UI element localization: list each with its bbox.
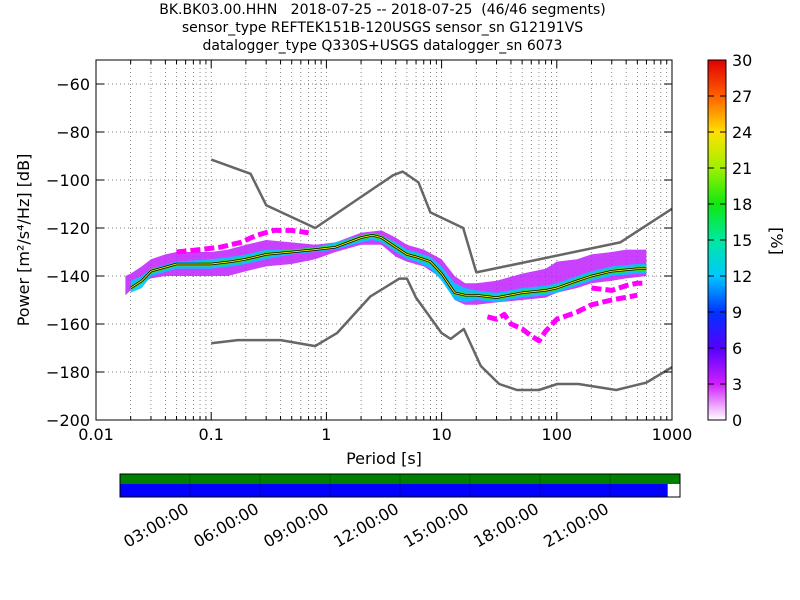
x-tick-label: 10 — [431, 425, 451, 444]
mode-curve — [130, 233, 647, 299]
outlier-density-segment — [486, 292, 638, 344]
outlier-density-segment — [591, 280, 647, 293]
density-band-low — [125, 230, 647, 305]
colorbar-label: [%] — [767, 227, 786, 255]
x-tick-label: 1 — [321, 425, 331, 444]
mode-curve-highlight — [130, 234, 647, 299]
y-tick-label: −120 — [46, 219, 90, 238]
colorbar-tick-label: 30 — [732, 51, 752, 70]
timeline-tick-label: 18:00:00 — [470, 499, 542, 551]
colorbar-tick-label: 15 — [732, 231, 752, 250]
colorbar-tick-label: 6 — [732, 339, 742, 358]
chart-title-line-3: datalogger_type Q330S+USGS datalogger_sn… — [202, 38, 563, 54]
timeline-tick-label: 09:00:00 — [260, 499, 332, 551]
y-tick-label: −60 — [56, 75, 90, 94]
y-axis-label: Power [m²/s⁴/Hz] [dB] — [14, 154, 33, 327]
timeline-data-bar — [120, 484, 668, 497]
x-tick-label: 0.01 — [78, 425, 114, 444]
x-axis-label: Period [s] — [346, 449, 422, 468]
y-tick-label: −140 — [46, 267, 90, 286]
colorbar-tick-label: 12 — [732, 267, 752, 286]
x-axis-ticks: 0.01 0.1 1 10 100 1000 — [78, 60, 692, 444]
chart-title-line-2: sensor_type REFTEK151B-120USGS sensor_sn… — [181, 20, 584, 36]
timeline-tick-label: 15:00:00 — [400, 499, 472, 551]
x-tick-label: 1000 — [652, 425, 693, 444]
timeline-tick-label: 06:00:00 — [190, 499, 262, 551]
colorbar-tick-label: 21 — [732, 159, 752, 178]
y-tick-label: −100 — [46, 171, 90, 190]
colorbar-tick-label: 24 — [732, 123, 752, 142]
y-axis-ticks: −60 −80 −100 −120 −140 −160 −180 −200 — [46, 75, 672, 430]
colorbar-tick-label: 9 — [732, 303, 742, 322]
x-tick-label: 100 — [542, 425, 573, 444]
timeline-panel: 03:00:0006:00:0009:00:0012:00:0015:00:00… — [119, 473, 681, 551]
timeline-tick-label: 03:00:00 — [120, 499, 192, 551]
timeline-tick-label: 21:00:00 — [540, 499, 612, 551]
chart-title-line-1: BK.BK03.00.HHN 2018-07-25 -- 2018-07-25 … — [159, 2, 606, 18]
y-tick-label: −80 — [56, 123, 90, 142]
colorbar-tick-label: 27 — [732, 87, 752, 106]
noise-model-low — [211, 277, 672, 392]
density-band-mid — [130, 232, 647, 303]
noise-model-high — [210, 158, 672, 274]
outlier-density-segment — [176, 227, 309, 255]
colorbar-tick-label: 18 — [732, 195, 752, 214]
y-tick-label: −200 — [46, 411, 90, 430]
density-heatmap — [125, 227, 647, 344]
y-tick-label: −180 — [46, 363, 90, 382]
x-tick-label: 0.1 — [198, 425, 223, 444]
colorbar-tick-label: 0 — [732, 411, 742, 430]
noise-model-curves — [210, 158, 672, 392]
colorbar-tick-label: 3 — [732, 375, 742, 394]
timeline-tick-label: 12:00:00 — [330, 499, 402, 551]
colorbar-ticks: 0 3 6 9 12 15 18 21 24 27 30 — [708, 51, 752, 430]
plot-frame — [95, 59, 673, 421]
y-tick-label: −160 — [46, 315, 90, 334]
